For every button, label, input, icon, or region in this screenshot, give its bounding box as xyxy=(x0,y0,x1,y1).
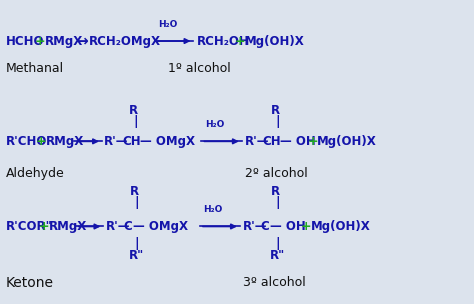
Text: H₂O: H₂O xyxy=(203,205,222,214)
Text: Ketone: Ketone xyxy=(6,276,54,290)
Text: RCH₂OH: RCH₂OH xyxy=(197,35,249,47)
Text: |: | xyxy=(134,237,139,250)
Text: H₂O: H₂O xyxy=(205,120,224,129)
Text: +: + xyxy=(307,135,318,148)
Text: RMgX: RMgX xyxy=(46,135,84,148)
Text: RCH₂OMgX: RCH₂OMgX xyxy=(89,35,161,47)
Text: R: R xyxy=(130,185,139,198)
Text: +: + xyxy=(39,220,49,233)
Text: R: R xyxy=(271,185,280,198)
Text: R: R xyxy=(129,105,138,117)
Text: 2º alcohol: 2º alcohol xyxy=(245,167,307,180)
Text: Mg(OH)X: Mg(OH)X xyxy=(245,35,305,47)
Text: |: | xyxy=(133,115,138,128)
Text: C: C xyxy=(123,220,132,233)
Text: HCHO: HCHO xyxy=(6,35,44,47)
Text: +: + xyxy=(301,220,311,233)
Text: R": R" xyxy=(129,249,144,262)
Text: +: + xyxy=(35,35,45,47)
Text: RMgX: RMgX xyxy=(49,220,87,233)
Text: +: + xyxy=(36,135,46,148)
Text: Mg(OH)X: Mg(OH)X xyxy=(311,220,371,233)
Text: Mg(OH)X: Mg(OH)X xyxy=(317,135,377,148)
Text: R'COR": R'COR" xyxy=(6,220,53,233)
Text: 3º alcohol: 3º alcohol xyxy=(243,276,305,289)
Text: — OMgX: — OMgX xyxy=(140,135,195,148)
Text: — OH: — OH xyxy=(280,135,316,148)
Text: R'CHO: R'CHO xyxy=(6,135,47,148)
Text: R": R" xyxy=(270,249,285,262)
Text: R'—: R'— xyxy=(245,135,269,148)
Text: R'—: R'— xyxy=(106,220,130,233)
Text: |: | xyxy=(275,196,280,209)
Text: — OMgX: — OMgX xyxy=(133,220,188,233)
Text: H₂O: H₂O xyxy=(158,20,177,29)
Text: →: → xyxy=(75,33,88,49)
Text: 1º alcohol: 1º alcohol xyxy=(168,62,231,75)
Text: |: | xyxy=(134,196,139,209)
Text: |: | xyxy=(275,237,280,250)
Text: R'—: R'— xyxy=(243,220,267,233)
Text: Aldehyde: Aldehyde xyxy=(6,167,64,180)
Text: Methanal: Methanal xyxy=(6,62,64,75)
Text: R: R xyxy=(271,105,280,117)
Text: CH: CH xyxy=(122,135,141,148)
Text: |: | xyxy=(275,115,280,128)
Text: C: C xyxy=(260,220,269,233)
Text: R'—: R'— xyxy=(104,135,129,148)
Text: RMgX: RMgX xyxy=(45,35,83,47)
Text: +: + xyxy=(235,35,246,47)
Text: — OH: — OH xyxy=(270,220,305,233)
Text: CH: CH xyxy=(263,135,281,148)
